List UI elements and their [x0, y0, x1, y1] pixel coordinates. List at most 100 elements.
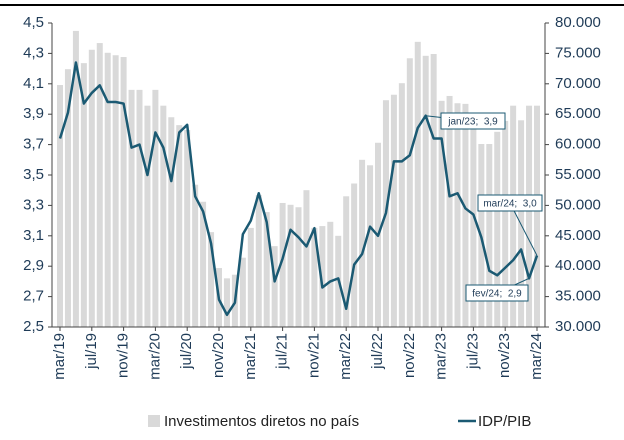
x-tick-label: jul/22	[369, 333, 386, 370]
bar	[422, 55, 429, 327]
bar	[470, 125, 477, 327]
bar	[168, 117, 175, 328]
bar	[486, 143, 493, 327]
bar	[494, 131, 501, 327]
y2-tick-label: 30.000	[555, 318, 601, 335]
x-tick-label: nov/19	[115, 333, 132, 378]
bar	[287, 204, 294, 327]
bar	[72, 30, 79, 328]
y2-tick-label: 80.000	[555, 14, 601, 31]
bar	[390, 94, 397, 327]
bar	[271, 246, 278, 327]
y-tick-label: 4,5	[23, 14, 44, 31]
bar	[462, 103, 469, 327]
bar	[454, 103, 461, 327]
x-tick-label: mar/24	[528, 333, 545, 380]
y2-tick-label: 55.000	[555, 166, 601, 183]
bar	[534, 105, 540, 327]
bar	[200, 201, 207, 327]
bar	[367, 165, 374, 327]
y2-tick-label: 75.000	[555, 44, 601, 61]
annotation: jan/23; 3,9	[447, 117, 498, 128]
bar	[239, 257, 246, 327]
bar	[247, 227, 254, 327]
bar	[128, 89, 135, 327]
annotation: fev/24; 2,9	[472, 289, 522, 300]
x-tick-label: mar/22	[337, 333, 354, 380]
x-tick-label: mar/20	[146, 333, 163, 380]
annotation-box	[465, 284, 529, 302]
bar	[430, 54, 437, 328]
x-tick-label: nov/20	[210, 333, 227, 378]
legend-swatch	[148, 415, 160, 427]
bar	[526, 105, 533, 327]
annotation-box	[477, 194, 543, 212]
y2-tick-label: 40.000	[555, 257, 601, 274]
bar	[255, 195, 262, 327]
bar	[144, 105, 151, 327]
y-tick-label: 2,5	[23, 318, 44, 335]
bar	[88, 49, 95, 327]
bar	[406, 58, 413, 327]
y-tick-label: 3,5	[23, 166, 44, 183]
x-tick-label: jul/21	[274, 333, 291, 370]
bar	[311, 227, 318, 327]
bar	[176, 125, 183, 327]
bar	[160, 105, 167, 327]
bar	[446, 95, 453, 328]
bar	[192, 184, 199, 327]
bar	[319, 226, 326, 327]
x-tick-label: mar/19	[51, 333, 68, 380]
bar	[136, 89, 143, 327]
bar	[398, 83, 405, 327]
bar	[120, 57, 127, 327]
bar	[502, 120, 509, 327]
y-tick-label: 2,9	[23, 257, 44, 274]
bar	[263, 212, 270, 327]
bar	[96, 43, 103, 328]
bar	[343, 196, 350, 327]
bar	[112, 55, 119, 327]
y2-tick-label: 65.000	[555, 105, 601, 122]
y-tick-label: 3,7	[23, 136, 44, 153]
bar	[64, 69, 71, 327]
y-tick-label: 2,7	[23, 288, 44, 305]
bar	[359, 159, 366, 327]
x-tick-label: jul/23	[464, 333, 481, 370]
bar	[57, 85, 63, 328]
line-series	[58, 61, 539, 317]
x-tick-label: jul/19	[83, 333, 100, 370]
annotation-leader	[509, 202, 538, 256]
annotation: mar/24; 3,0	[483, 199, 537, 210]
bar	[184, 130, 191, 327]
legend-label: IDP/PIB	[478, 413, 531, 430]
y-tick-label: 3,1	[23, 227, 44, 244]
y2-tick-label: 70.000	[555, 75, 601, 92]
x-tick-label: nov/22	[401, 333, 418, 378]
x-tick-label: nov/23	[496, 333, 513, 378]
x-tick-label: nov/21	[305, 333, 322, 378]
y2-tick-label: 50.000	[555, 196, 601, 213]
bar	[438, 100, 445, 327]
bar	[80, 63, 87, 328]
bar	[510, 105, 517, 327]
x-tick-label: jul/20	[178, 333, 195, 370]
bar	[104, 52, 111, 328]
bar	[279, 202, 286, 327]
y-tick-label: 4,3	[23, 44, 44, 61]
y2-tick-label: 45.000	[555, 227, 601, 244]
legend-label: Investimentos diretos no país	[164, 413, 359, 430]
bar	[327, 221, 334, 327]
y-tick-label: 3,3	[23, 196, 44, 213]
x-tick-label: mar/23	[433, 333, 450, 380]
bar	[303, 190, 310, 327]
bar	[208, 232, 215, 327]
annotation-box	[440, 112, 506, 130]
bar	[223, 278, 230, 327]
y-tick-label: 4,1	[23, 75, 44, 92]
bar	[295, 207, 302, 327]
y-tick-label: 3,9	[23, 105, 44, 122]
x-tick-label: mar/21	[242, 333, 259, 380]
y2-tick-label: 60.000	[555, 136, 601, 153]
